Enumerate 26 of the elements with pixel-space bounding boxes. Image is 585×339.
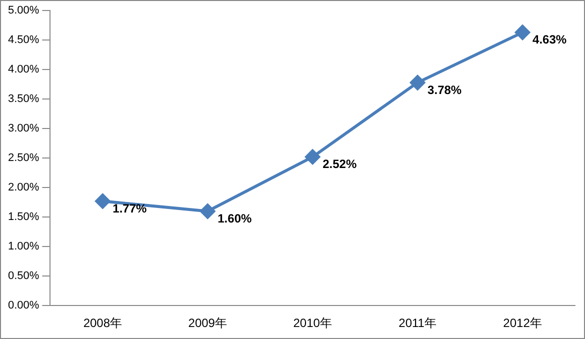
point bbox=[305, 149, 320, 164]
x-tick-label: 2012年 bbox=[503, 316, 542, 330]
x-tick-label: 2011年 bbox=[398, 316, 436, 330]
y-tick-label: 1.50% bbox=[8, 211, 40, 224]
data-label: 1.60% bbox=[218, 212, 252, 226]
y-tick-label: 4.00% bbox=[8, 64, 40, 76]
point bbox=[515, 24, 530, 40]
point bbox=[200, 204, 216, 219]
x-tick-label: 2008年 bbox=[83, 316, 122, 330]
data-label: 1.77% bbox=[112, 201, 148, 216]
data-label: 3.78% bbox=[428, 82, 462, 97]
y-tick-label: 3.50% bbox=[8, 93, 40, 106]
y-tick-label: 0.00% bbox=[8, 300, 40, 312]
y-tick-label: 3.00% bbox=[8, 122, 40, 135]
x-tick-label: 2009年 bbox=[188, 316, 227, 330]
y-tick-label: 5.00% bbox=[8, 4, 40, 17]
y-tick-label: 2.00% bbox=[8, 182, 40, 194]
y-tick-label: 1.00% bbox=[8, 240, 40, 253]
y-tick-label: 4.50% bbox=[8, 34, 40, 46]
data-label: 2.52% bbox=[322, 157, 357, 172]
data-label: 4.63% bbox=[532, 32, 567, 47]
y-tick-label: 2.50% bbox=[8, 152, 40, 164]
x-tick-label: 2010年 bbox=[293, 316, 332, 330]
y-tick-label: 0.50% bbox=[8, 270, 40, 282]
point bbox=[95, 194, 110, 209]
point bbox=[410, 75, 426, 90]
